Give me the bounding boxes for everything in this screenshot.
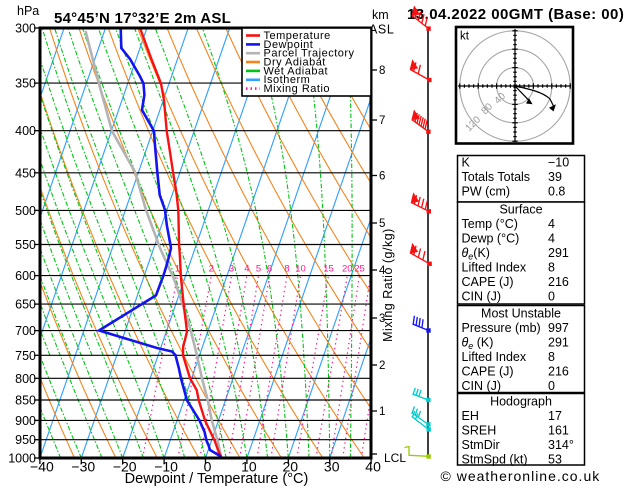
svg-text:20: 20: [342, 264, 353, 275]
svg-text:CIN (J): CIN (J): [462, 290, 502, 304]
svg-text:0: 0: [204, 459, 212, 475]
svg-text:1: 1: [175, 264, 180, 275]
svg-text:800: 800: [15, 372, 36, 386]
svg-text:450: 450: [15, 166, 36, 180]
svg-text:5: 5: [379, 218, 385, 230]
svg-text:8: 8: [548, 261, 555, 275]
svg-text:Temp (°C): Temp (°C): [462, 217, 518, 231]
svg-text:550: 550: [15, 238, 36, 252]
svg-text:15: 15: [323, 264, 334, 275]
svg-text:10: 10: [295, 264, 306, 275]
svg-text:Dewpoint / Temperature (°C): Dewpoint / Temperature (°C): [125, 471, 309, 486]
svg-text:StmDir: StmDir: [462, 438, 500, 452]
svg-text:Lifted Index: Lifted Index: [462, 350, 527, 364]
svg-text:Isotherm: Isotherm: [264, 74, 311, 86]
svg-text:−20: −20: [113, 459, 137, 475]
svg-text:−30: −30: [71, 459, 95, 475]
svg-text:25: 25: [354, 264, 365, 275]
svg-text:650: 650: [15, 298, 36, 312]
svg-text:θe (K): θe (K): [462, 336, 494, 352]
svg-text:30: 30: [324, 459, 340, 475]
svg-text:Dewp (°C): Dewp (°C): [462, 232, 520, 246]
svg-text:ASL: ASL: [369, 23, 394, 37]
svg-text:0.8: 0.8: [548, 185, 565, 199]
svg-text:K: K: [462, 156, 471, 170]
svg-text:10: 10: [241, 459, 257, 475]
svg-text:2: 2: [209, 264, 214, 275]
svg-text:600: 600: [15, 269, 36, 283]
svg-text:4: 4: [244, 264, 249, 275]
svg-text:EH: EH: [462, 409, 479, 423]
svg-text:7: 7: [379, 115, 385, 127]
svg-text:kt: kt: [460, 31, 470, 43]
svg-text:13.04.2022 00GMT (Base: 00): 13.04.2022 00GMT (Base: 00): [407, 6, 624, 23]
svg-text:291: 291: [548, 336, 569, 350]
svg-text:Temperature: Temperature: [264, 30, 331, 42]
svg-text:8: 8: [284, 264, 289, 275]
svg-text:Lifted Index: Lifted Index: [462, 261, 527, 275]
svg-text:3: 3: [229, 264, 234, 275]
svg-text:CAPE (J): CAPE (J): [462, 275, 514, 289]
svg-text:Parcel Trajectory: Parcel Trajectory: [264, 48, 355, 60]
svg-text:SREH: SREH: [462, 424, 497, 438]
svg-text:291: 291: [548, 246, 569, 260]
svg-text:0: 0: [548, 290, 555, 304]
svg-text:950: 950: [15, 433, 36, 447]
svg-text:Pressure (mb): Pressure (mb): [462, 321, 541, 335]
svg-text:Surface: Surface: [499, 203, 542, 217]
svg-text:Hodograph: Hodograph: [490, 395, 552, 409]
svg-text:4: 4: [548, 217, 555, 231]
svg-text:StmSpd (kt): StmSpd (kt): [462, 453, 528, 467]
svg-text:© weatheronline.co.uk: © weatheronline.co.uk: [441, 468, 601, 484]
svg-text:900: 900: [15, 414, 36, 428]
svg-text:500: 500: [15, 204, 36, 218]
svg-text:6: 6: [267, 264, 272, 275]
svg-text:Dry Adiabat: Dry Adiabat: [264, 57, 326, 69]
svg-text:216: 216: [548, 365, 569, 379]
svg-text:400: 400: [15, 124, 36, 138]
svg-text:300: 300: [15, 22, 36, 36]
svg-text:997: 997: [548, 321, 569, 335]
svg-text:3: 3: [379, 313, 385, 325]
svg-text:700: 700: [15, 324, 36, 338]
svg-text:4: 4: [548, 232, 555, 246]
svg-text:17: 17: [548, 409, 562, 423]
svg-text:850: 850: [15, 394, 36, 408]
svg-text:−40: −40: [30, 459, 54, 475]
svg-text:4: 4: [379, 265, 386, 277]
svg-text:−10: −10: [548, 156, 569, 170]
svg-text:314°: 314°: [548, 438, 574, 452]
svg-text:Wet Adiabat: Wet Adiabat: [264, 65, 329, 77]
svg-text:CAPE (J): CAPE (J): [462, 365, 514, 379]
svg-text:5: 5: [256, 264, 261, 275]
svg-text:km: km: [372, 8, 389, 22]
svg-text:LCL: LCL: [384, 451, 406, 465]
svg-text:20: 20: [283, 459, 299, 475]
svg-text:hPa: hPa: [17, 4, 39, 18]
svg-text:Totals Totals: Totals Totals: [462, 170, 531, 184]
svg-text:Most Unstable: Most Unstable: [481, 307, 561, 321]
svg-text:Dewpoint: Dewpoint: [264, 39, 314, 51]
svg-text:1000: 1000: [8, 452, 36, 466]
svg-text:161: 161: [548, 424, 569, 438]
svg-text:Mixing Ratio: Mixing Ratio: [264, 83, 331, 95]
svg-text:53: 53: [548, 453, 562, 467]
svg-text:0: 0: [548, 379, 555, 393]
svg-text:350: 350: [15, 77, 36, 91]
svg-text:750: 750: [15, 349, 36, 363]
svg-text:54°45’N 17°32’E 2m ASL: 54°45’N 17°32’E 2m ASL: [54, 10, 231, 27]
svg-text:PW (cm): PW (cm): [462, 185, 511, 199]
svg-text:6: 6: [379, 171, 385, 183]
svg-text:216: 216: [548, 275, 569, 289]
svg-text:θe(K): θe(K): [462, 246, 490, 262]
svg-text:−10: −10: [154, 459, 178, 475]
svg-text:8: 8: [548, 350, 555, 364]
svg-text:40: 40: [365, 459, 381, 475]
svg-text:Mixing Ratio (g/kg): Mixing Ratio (g/kg): [381, 228, 395, 342]
svg-text:8: 8: [379, 65, 385, 77]
svg-text:CIN (J): CIN (J): [462, 379, 502, 393]
svg-text:2: 2: [379, 360, 385, 372]
svg-text:39: 39: [548, 170, 562, 184]
svg-text:1: 1: [379, 406, 385, 418]
